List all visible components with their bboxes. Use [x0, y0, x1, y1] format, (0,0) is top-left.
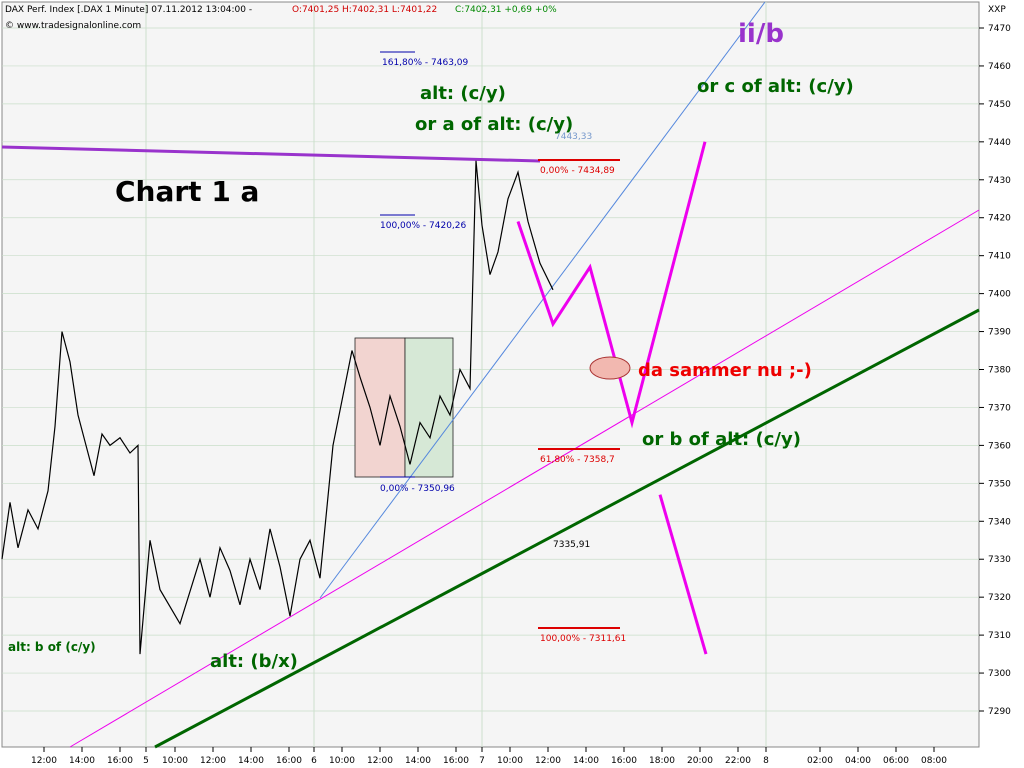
annotation-or-c-of-alt: or c of alt: (c/y)	[697, 76, 854, 97]
magenta-channel-line	[69, 209, 980, 748]
range-box-pink	[354, 337, 406, 478]
y-tick-label: 7330	[988, 555, 1011, 565]
annotation-alt-b-x: alt: (b/x)	[210, 651, 298, 672]
y-tick-label: 7440	[988, 138, 1011, 148]
y-tick-label: 7460	[988, 62, 1011, 72]
x-tick-label: 14:00	[405, 756, 431, 766]
y-tick-label: 7470	[988, 24, 1011, 34]
y-tick-label: 7310	[988, 631, 1011, 641]
header-instrument: DAX Perf. Index [.DAX 1 Minute] 07.11.20…	[5, 5, 252, 15]
x-tick-label: 7	[479, 756, 485, 766]
current-position-marker	[589, 356, 631, 380]
x-tick-label: 10:00	[162, 756, 188, 766]
annotation-or-b-of-alt: or b of alt: (c/y)	[642, 429, 801, 450]
plot-background	[1, 1, 980, 748]
annotation-da-sammer-nu: da sammer nu ;-)	[638, 360, 812, 381]
x-tick-label: 20:00	[687, 756, 713, 766]
x-tick-label: 14:00	[69, 756, 95, 766]
y-tick-label: 7350	[988, 479, 1011, 489]
header-copyright: © www.tradesignalonline.com	[5, 21, 141, 31]
y-tick-label: 7420	[988, 214, 1011, 224]
x-tick-label: 06:00	[883, 756, 909, 766]
x-tick-label: 16:00	[443, 756, 469, 766]
y-tick-label: 7390	[988, 328, 1011, 338]
x-tick-label: 16:00	[611, 756, 637, 766]
y-tick-label: 7380	[988, 366, 1011, 376]
x-tick-label: 12:00	[200, 756, 226, 766]
x-tick-label: 8	[763, 756, 769, 766]
header-ohl: O:7401,25 H:7402,31 L:7401,22	[292, 5, 437, 15]
x-tick-label: 5	[143, 756, 149, 766]
level-label-7335: 7335,91	[553, 540, 590, 550]
axis-unit: XXP	[988, 5, 1006, 15]
y-tick-label: 7340	[988, 517, 1011, 527]
annotation-alt-b-of-c-y: alt: b of (c/y)	[8, 640, 96, 654]
y-tick-label: 7290	[988, 707, 1011, 717]
y-tick-label: 7300	[988, 669, 1011, 679]
x-tick-label: 16:00	[107, 756, 133, 766]
projection-down-leg	[658, 494, 708, 655]
x-tick-label: 16:00	[276, 756, 302, 766]
y-tick-label: 7360	[988, 441, 1011, 451]
y-tick-label: 7320	[988, 593, 1011, 603]
y-tick-label: 7450	[988, 100, 1011, 110]
x-tick-label: 14:00	[238, 756, 264, 766]
fib-label-0-blue: 0,00% - 7350,96	[380, 484, 455, 494]
y-tick-label: 7400	[988, 290, 1011, 300]
green-support-line	[154, 308, 980, 749]
x-tick-label: 12:00	[31, 756, 57, 766]
blue-trend-line	[319, 1, 766, 599]
projection-series-line	[516, 141, 707, 429]
annotation-alt-c-y: alt: (c/y)	[420, 83, 506, 104]
price-series-line	[1, 160, 554, 655]
x-tick-label: 14:00	[573, 756, 599, 766]
fib-label-0-red: 0,00% - 7434,89	[540, 166, 615, 176]
y-tick-label: 7370	[988, 403, 1011, 413]
purple-resistance-line	[1, 145, 541, 163]
x-tick-label: 6	[311, 756, 317, 766]
y-tick-label: 7430	[988, 176, 1011, 186]
y-axis-ticks: 7290 7300 7310 7320 7330 7340 7350 7360 7370 7380…	[979, 24, 1011, 717]
header-close: C:7402,31 +0,69 +0%	[455, 5, 557, 15]
x-tick-label: 10:00	[497, 756, 523, 766]
x-tick-label: 22:00	[725, 756, 751, 766]
level-label-7443: 7443,33	[555, 132, 592, 142]
x-tick-label: 10:00	[329, 756, 355, 766]
annotation-ii-b: ii/b	[738, 19, 784, 49]
fib-label-100-blue: 100,00% - 7420,26	[380, 221, 467, 231]
x-tick-label: 12:00	[367, 756, 393, 766]
x-gridlines	[145, 2, 767, 747]
x-tick-label: 02:00	[807, 756, 833, 766]
x-tick-label: 12:00	[535, 756, 561, 766]
chart-title: Chart 1 a	[115, 175, 259, 208]
x-tick-label: 18:00	[649, 756, 675, 766]
x-tick-label: 08:00	[921, 756, 947, 766]
x-axis-ticks: 12:00 14:00 16:00 5 10:00 12:00 14:00 16:00 6 10:…	[31, 747, 947, 766]
annotation-or-a-of-alt: or a of alt: (c/y)	[415, 114, 573, 135]
fib-label-100-red: 100,00% - 7311,61	[540, 634, 626, 644]
fib-label-161: 161,80% - 7463,09	[382, 58, 469, 68]
fib-label-618-red: 61,80% - 7358,7	[540, 455, 615, 465]
y-tick-label: 7410	[988, 252, 1011, 262]
x-tick-label: 04:00	[845, 756, 871, 766]
